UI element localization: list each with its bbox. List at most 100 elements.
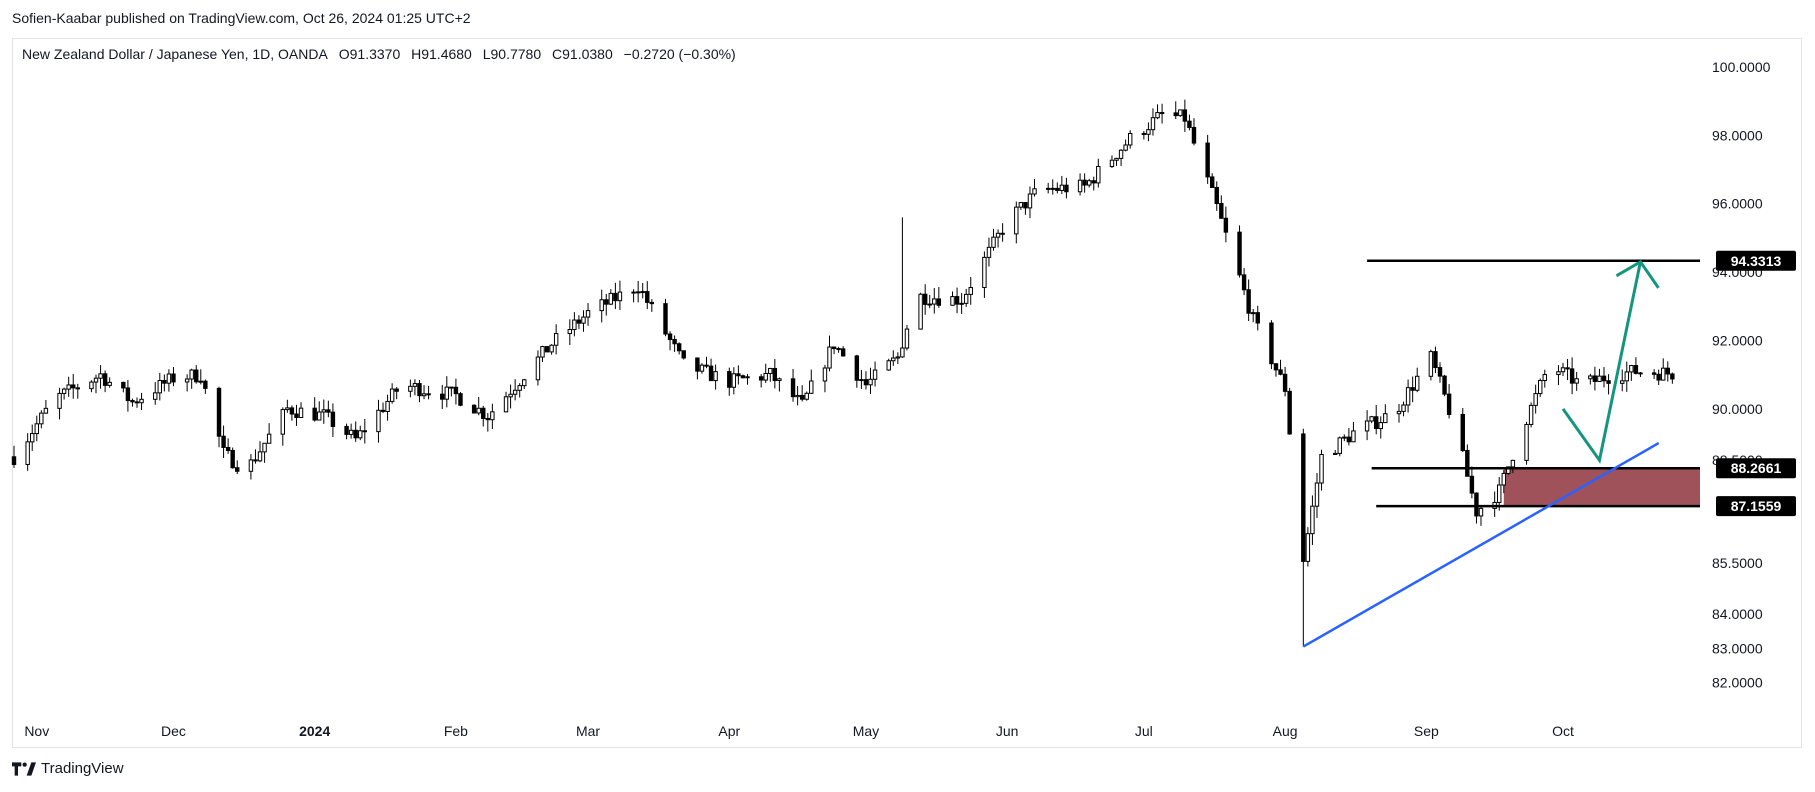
trendline[interactable]: [1302, 442, 1660, 648]
candle-body: [1374, 416, 1379, 430]
candle-body: [1497, 484, 1502, 503]
candle-body: [713, 371, 718, 382]
candle-body: [412, 383, 418, 387]
footer-brand[interactable]: TradingView: [12, 760, 124, 777]
candle-body: [294, 413, 299, 418]
candle-body: [1542, 374, 1547, 382]
candle-body: [203, 380, 208, 389]
candle-body: [617, 291, 623, 302]
annotation-layer: [1302, 259, 1700, 648]
candle-body: [1219, 203, 1224, 219]
candle-body: [417, 383, 422, 397]
candle-body: [1401, 404, 1406, 412]
candle-body: [613, 292, 618, 302]
candle-body: [380, 409, 386, 412]
candle-body: [1346, 436, 1352, 443]
candle-body: [1528, 404, 1534, 425]
candle-body: [799, 394, 805, 400]
time-tick-label: Aug: [1273, 723, 1298, 739]
chart-pane[interactable]: [12, 38, 1802, 748]
candle-body: [572, 319, 577, 331]
candle-body: [98, 373, 103, 379]
candle-body: [740, 375, 746, 379]
candle-body: [1428, 351, 1434, 377]
candle-body: [221, 435, 226, 448]
price-label-text: 87.1559: [1731, 498, 1782, 514]
candle-body: [1237, 231, 1242, 276]
candle-body: [125, 387, 131, 402]
candle-body: [663, 303, 668, 335]
publisher-caption: Sofien-Kaabar published on TradingView.c…: [12, 10, 471, 26]
candle-body: [508, 393, 513, 398]
candle-body: [1173, 112, 1178, 117]
candle-body: [868, 378, 873, 386]
projection-arrow[interactable]: [1561, 261, 1642, 464]
price-label-tag: [1716, 496, 1796, 517]
candle-body: [1114, 157, 1119, 161]
candle-body: [827, 346, 832, 369]
candle-body: [326, 409, 331, 413]
candle-body: [1000, 232, 1005, 235]
candle-body: [1178, 109, 1183, 117]
candle-body: [809, 380, 814, 394]
candle-body: [667, 333, 673, 340]
candle-body: [426, 393, 431, 396]
candle-body: [481, 407, 486, 419]
candle-body: [1023, 202, 1028, 209]
candle-body: [758, 376, 764, 381]
candle-body: [959, 302, 964, 305]
candle-body: [235, 467, 240, 472]
candle-body: [490, 411, 495, 421]
candle-body: [1123, 144, 1128, 151]
candle-body: [804, 392, 809, 400]
candle-body: [763, 372, 768, 381]
time-tick-label: Mar: [576, 723, 600, 739]
candle-body: [1460, 413, 1465, 452]
candle-body: [1565, 367, 1570, 370]
ohlc-close: C91.0380: [552, 46, 613, 62]
candle-body: [1278, 369, 1283, 375]
candle-body: [708, 365, 714, 382]
candle-body: [1656, 373, 1661, 381]
candle-body: [25, 441, 30, 465]
candle-body: [1597, 375, 1602, 382]
candle-body: [891, 357, 896, 362]
candle-body: [198, 380, 203, 383]
candle-body: [1287, 390, 1292, 435]
candle-body: [567, 329, 573, 335]
candle-body: [936, 298, 942, 306]
candle-body: [922, 293, 928, 305]
candle-body: [298, 407, 304, 418]
time-tick-label: Jun: [996, 723, 1019, 739]
candle-body: [954, 296, 960, 305]
candle-body: [544, 346, 550, 353]
time-tick-label: Jul: [1135, 723, 1153, 739]
candle-body: [121, 381, 126, 389]
candle-body: [1342, 436, 1347, 439]
candle-body: [503, 396, 509, 413]
candle-body: [576, 319, 582, 324]
price-labels-layer: 94.3313 88.2661 87.1559: [1716, 250, 1796, 517]
candle-body: [822, 367, 828, 382]
candle-body: [553, 333, 559, 346]
ohlc-open: O91.3370: [338, 46, 401, 62]
candle-body: [75, 387, 80, 390]
candle-body: [449, 386, 454, 389]
candle-body: [1651, 372, 1657, 375]
candle-body: [453, 386, 459, 395]
candle-body: [904, 328, 910, 349]
price-label-tag: [1716, 250, 1796, 271]
candle-body: [795, 394, 800, 398]
price-label-tag: [1716, 458, 1796, 479]
candle-body: [1045, 187, 1051, 190]
candle-body: [840, 348, 846, 357]
price-tick-label: 92.0000: [1712, 333, 1763, 349]
candle-body: [1442, 375, 1447, 395]
candle-body: [1446, 393, 1452, 415]
candle-body: [1601, 375, 1607, 382]
candle-body: [1159, 112, 1165, 115]
candle-body: [1246, 289, 1251, 314]
candle-body: [1638, 372, 1643, 375]
candle-body: [162, 380, 167, 384]
